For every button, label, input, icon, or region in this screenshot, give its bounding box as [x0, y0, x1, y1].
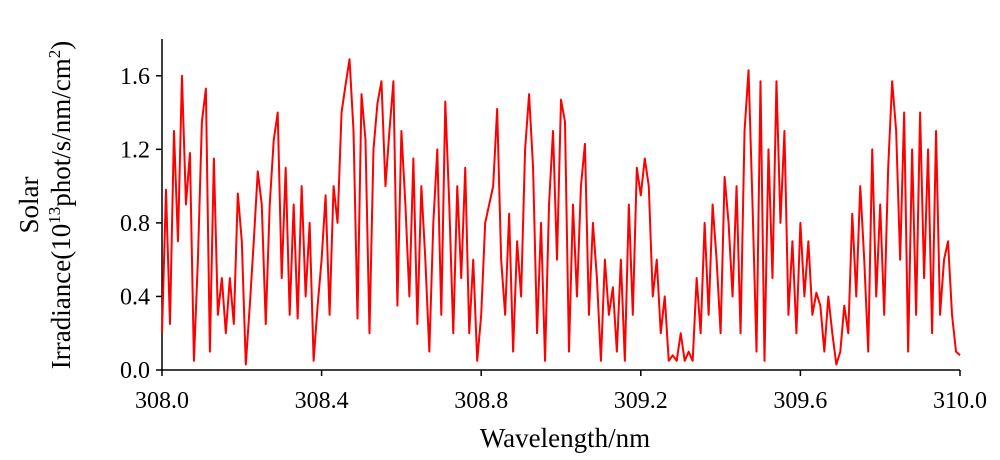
x-axis-label: Wavelength/nm — [480, 423, 650, 453]
y-tick-label: 1.6 — [120, 64, 150, 90]
y-axis-label: Irradiance(1013phot/s/nm/cm2) — [45, 41, 76, 369]
x-tick-label: 310.0 — [933, 388, 987, 414]
spectrum-line — [161, 58, 961, 366]
y-tick-label: 0.0 — [120, 358, 150, 384]
y-tick-label: 0.8 — [120, 211, 150, 237]
y-label-sup: 13 — [45, 207, 64, 224]
y-axis-label: Solar — [14, 176, 44, 233]
x-tick-label: 309.6 — [773, 388, 827, 414]
x-tick-label: 308.8 — [454, 388, 508, 414]
x-tick-label: 309.2 — [614, 388, 668, 414]
y-tick-label: 1.2 — [120, 137, 150, 163]
x-tick-label: 308.4 — [295, 388, 349, 414]
y-label-sup: 2 — [45, 50, 64, 59]
y-label-part: phot/s/nm/cm — [46, 58, 76, 207]
y-tick-label: 0.4 — [120, 284, 150, 310]
x-tick-label: 308.0 — [135, 388, 189, 414]
y-label-part: ) — [46, 41, 76, 50]
y-label-part: Irradiance(10 — [46, 224, 76, 369]
